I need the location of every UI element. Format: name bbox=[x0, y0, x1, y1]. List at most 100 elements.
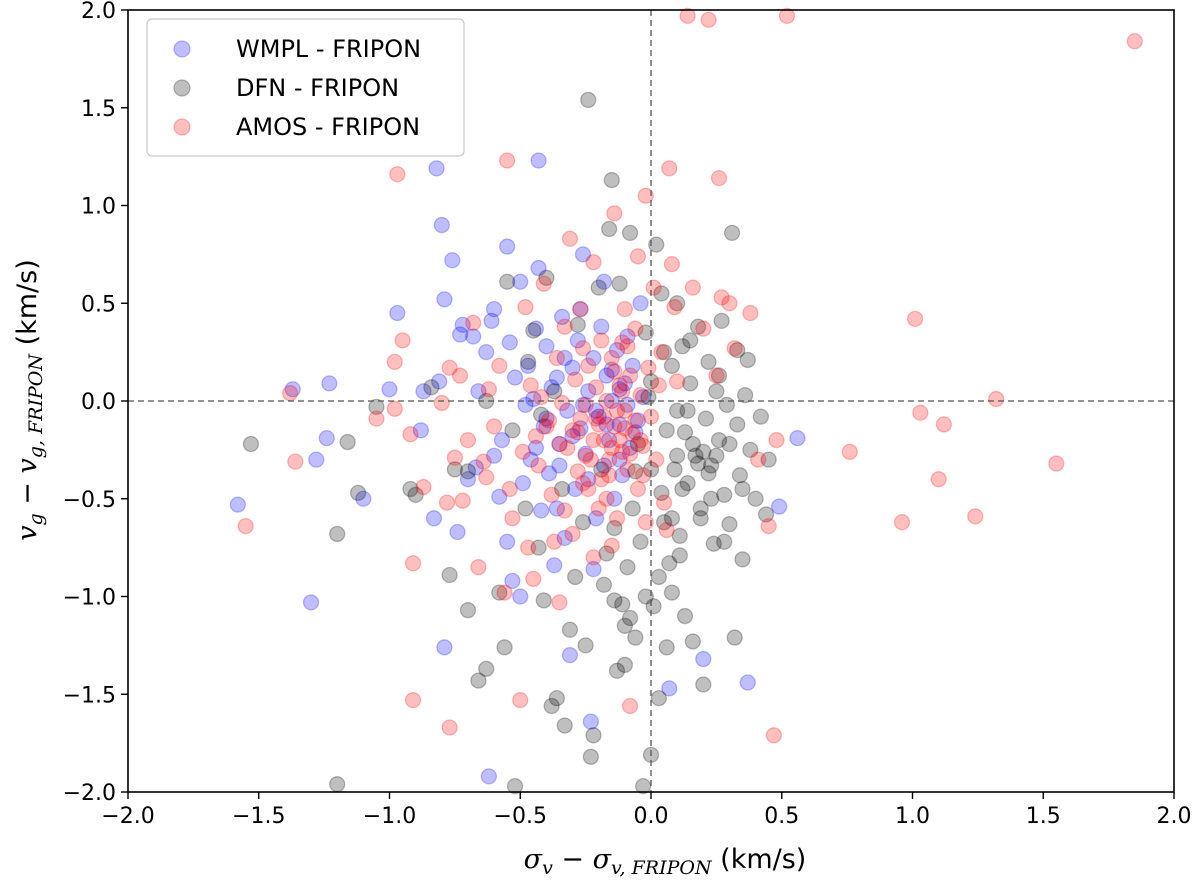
data-point bbox=[689, 455, 707, 472]
data-point bbox=[499, 533, 516, 550]
data-point bbox=[606, 490, 623, 507]
data-point bbox=[499, 273, 516, 290]
data-point bbox=[608, 342, 626, 359]
x-tick-label: 2.0 bbox=[1157, 804, 1192, 829]
data-point bbox=[574, 340, 592, 357]
data-point bbox=[386, 400, 403, 417]
data-point bbox=[648, 451, 665, 468]
data-point bbox=[559, 402, 576, 419]
data-point bbox=[564, 359, 581, 376]
data-point bbox=[284, 381, 301, 398]
y-tick-label: −0.5 bbox=[63, 488, 116, 513]
data-point bbox=[412, 422, 430, 439]
data-point bbox=[519, 539, 537, 556]
data-point bbox=[676, 607, 694, 625]
data-point bbox=[423, 379, 440, 396]
data-point bbox=[428, 160, 445, 177]
data-point bbox=[525, 570, 542, 588]
data-point bbox=[441, 566, 458, 584]
data-point bbox=[658, 422, 675, 439]
data-point bbox=[632, 386, 649, 404]
data-point bbox=[381, 381, 398, 398]
data-point bbox=[648, 236, 665, 253]
data-point bbox=[697, 410, 715, 427]
data-point bbox=[465, 328, 482, 345]
data-point bbox=[906, 310, 924, 328]
data-point bbox=[574, 474, 592, 492]
y-tick-label: −1.5 bbox=[63, 683, 116, 708]
data-point bbox=[603, 537, 620, 554]
x-tick-label: 0.0 bbox=[634, 804, 669, 829]
xlabel-minus: − bbox=[553, 844, 593, 875]
data-point bbox=[679, 7, 696, 25]
data-point bbox=[517, 500, 534, 517]
data-point bbox=[663, 255, 681, 273]
legend-label-amos: AMOS - FRIPON bbox=[236, 113, 420, 141]
data-point bbox=[580, 91, 597, 109]
data-point bbox=[595, 576, 613, 593]
y-axis-label: vg − vg, FRIPON (km/s) bbox=[12, 259, 47, 541]
data-point bbox=[650, 690, 667, 707]
data-point bbox=[593, 461, 610, 478]
data-point bbox=[757, 506, 775, 523]
data-point bbox=[692, 510, 709, 527]
data-point bbox=[650, 377, 667, 394]
data-point bbox=[501, 480, 518, 498]
data-point bbox=[527, 439, 545, 457]
xlabel-sub2: v, FRIPON bbox=[611, 857, 713, 879]
data-point bbox=[726, 340, 743, 357]
data-point bbox=[710, 431, 728, 449]
legend-marker-amos bbox=[173, 118, 191, 136]
ylabel-sub: g bbox=[25, 513, 47, 525]
data-point bbox=[415, 383, 432, 400]
data-point bbox=[676, 424, 694, 441]
data-point bbox=[739, 674, 756, 691]
data-point bbox=[512, 691, 529, 709]
data-point bbox=[661, 680, 678, 697]
data-point bbox=[653, 343, 670, 361]
data-point bbox=[470, 383, 487, 400]
data-point bbox=[721, 516, 738, 533]
data-point bbox=[593, 471, 610, 488]
xlabel-sub: v bbox=[542, 857, 553, 879]
data-point bbox=[496, 639, 513, 656]
data-point bbox=[446, 461, 464, 478]
data-point bbox=[590, 416, 607, 433]
data-point bbox=[621, 697, 639, 715]
data-point bbox=[700, 465, 717, 482]
ylabel-symbol2: v bbox=[12, 458, 43, 473]
data-point bbox=[616, 617, 633, 634]
data-point bbox=[734, 480, 751, 498]
data-point bbox=[695, 320, 712, 337]
data-point bbox=[721, 435, 738, 453]
data-point bbox=[935, 416, 953, 433]
legend-label-dfn: DFN - FRIPON bbox=[236, 74, 399, 102]
y-tick-label: −1.0 bbox=[63, 586, 116, 611]
data-point bbox=[608, 662, 626, 679]
data-point bbox=[637, 187, 654, 204]
data-point bbox=[321, 375, 338, 392]
data-point bbox=[611, 275, 628, 292]
data-point bbox=[577, 445, 594, 462]
data-point bbox=[729, 416, 746, 433]
data-point bbox=[1126, 33, 1143, 50]
data-point bbox=[329, 776, 346, 793]
data-point bbox=[454, 492, 471, 509]
data-point bbox=[608, 402, 626, 419]
data-point bbox=[708, 383, 725, 400]
data-point bbox=[621, 224, 639, 242]
data-point bbox=[538, 410, 555, 427]
data-point bbox=[611, 431, 628, 449]
data-point bbox=[689, 318, 707, 335]
data-point bbox=[841, 443, 858, 460]
data-point bbox=[661, 555, 678, 572]
data-point bbox=[632, 431, 649, 449]
data-point bbox=[543, 697, 560, 715]
data-point bbox=[619, 461, 636, 478]
data-point bbox=[590, 408, 607, 425]
xlabel-unit: (km/s) bbox=[712, 844, 807, 875]
data-point bbox=[577, 396, 594, 414]
data-point bbox=[564, 422, 581, 439]
y-tick-label: 1.0 bbox=[81, 195, 116, 220]
